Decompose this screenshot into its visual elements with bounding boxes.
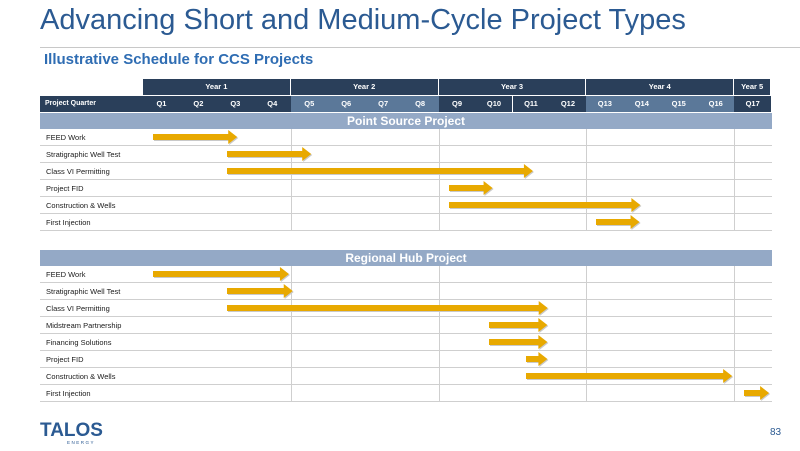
year-header: Year 1	[143, 79, 291, 95]
task-bar-arrow	[526, 352, 549, 367]
quarter-header: Q8	[401, 96, 439, 112]
year-gridline	[290, 266, 292, 402]
quarter-header: Q2	[179, 96, 217, 112]
page-number: 83	[770, 427, 782, 438]
year-gridline	[290, 129, 292, 231]
year-header: Year 4	[586, 79, 735, 95]
task-row: Class VI Permitting	[40, 300, 772, 317]
task-bar-arrow	[448, 181, 494, 196]
quarter-header: Q12	[549, 96, 587, 112]
year-header: Year 5	[734, 79, 772, 95]
task-label: Stratigraphic Well Test	[46, 287, 121, 296]
quarter-header: Q5	[290, 96, 328, 112]
year-gridline	[586, 129, 588, 231]
task-label: Class VI Permitting	[46, 167, 110, 176]
page-title: Advancing Short and Medium-Cycle Project…	[40, 4, 686, 36]
task-bar-arrow	[489, 318, 549, 333]
task-label: First Injection	[46, 389, 91, 398]
task-bar-arrow	[153, 267, 290, 282]
quarter-header: Q4	[253, 96, 291, 112]
task-label: Financing Solutions	[46, 338, 112, 347]
quarter-header: Q15	[660, 96, 698, 112]
task-row: Midstream Partnership	[40, 317, 772, 334]
task-row: Project FID	[40, 180, 772, 197]
quarter-header: Q16	[697, 96, 735, 112]
quarter-header: Q13	[586, 96, 624, 112]
task-bar-arrow	[744, 386, 771, 401]
task-row: Financing Solutions	[40, 334, 772, 351]
quarter-header: Q7	[364, 96, 402, 112]
task-row: First Injection	[40, 385, 772, 402]
title-divider	[40, 47, 800, 48]
year-gridline	[734, 129, 736, 231]
quarter-header: Q10	[475, 96, 513, 112]
quarter-header: Q6	[327, 96, 365, 112]
task-bar-arrow	[448, 198, 641, 213]
task-label: Class VI Permitting	[46, 304, 110, 313]
task-label: Midstream Partnership	[46, 321, 122, 330]
task-bar-arrow	[489, 335, 549, 350]
task-bar-arrow	[153, 130, 239, 145]
section-title: Regional Hub Project	[40, 250, 772, 266]
task-label: FEED Work	[46, 133, 86, 142]
quarter-header: Q14	[623, 96, 661, 112]
year-gridline	[438, 129, 440, 231]
task-label: Stratigraphic Well Test	[46, 150, 121, 159]
task-row: Construction & Wells	[40, 197, 772, 214]
section-title: Point Source Project	[40, 113, 772, 129]
logo-wordmark: TALOS	[40, 420, 103, 441]
year-gridline	[438, 266, 440, 402]
page-subtitle: Illustrative Schedule for CCS Projects	[44, 51, 314, 68]
talos-logo: TALOS ENERGY	[40, 418, 110, 451]
task-bar-arrow	[596, 215, 641, 230]
quarter-header: Q11	[512, 96, 550, 112]
task-label: Construction & Wells	[46, 201, 116, 210]
task-label: FEED Work	[46, 270, 86, 279]
task-bar-arrow	[226, 147, 313, 162]
quarter-header: Q3	[216, 96, 254, 112]
task-row: Stratigraphic Well Test	[40, 146, 772, 163]
year-header: Year 2	[290, 79, 439, 95]
quarter-header: Q17	[734, 96, 772, 112]
task-row: Class VI Permitting	[40, 163, 772, 180]
year-header: Year 3	[438, 79, 587, 95]
quarter-header: Q9	[438, 96, 476, 112]
task-row: First Injection	[40, 214, 772, 231]
task-bar-arrow	[226, 164, 534, 179]
task-label: Construction & Wells	[46, 372, 116, 381]
quarter-header: Q1	[143, 96, 180, 112]
logo-subtext: ENERGY	[67, 440, 95, 445]
quarter-header-label: Project Quarter	[40, 96, 143, 112]
year-gridline	[734, 266, 736, 402]
task-row: Construction & Wells	[40, 368, 772, 385]
task-row: Project FID	[40, 351, 772, 368]
task-bar-arrow	[526, 369, 734, 384]
task-bar-arrow	[226, 284, 294, 299]
task-bar-arrow	[226, 301, 549, 316]
year-gridline	[586, 266, 588, 402]
task-row: FEED Work	[40, 266, 772, 283]
task-row: FEED Work	[40, 129, 772, 146]
task-label: Project FID	[46, 355, 84, 364]
task-row: Stratigraphic Well Test	[40, 283, 772, 300]
task-label: First Injection	[46, 218, 91, 227]
task-label: Project FID	[46, 184, 84, 193]
